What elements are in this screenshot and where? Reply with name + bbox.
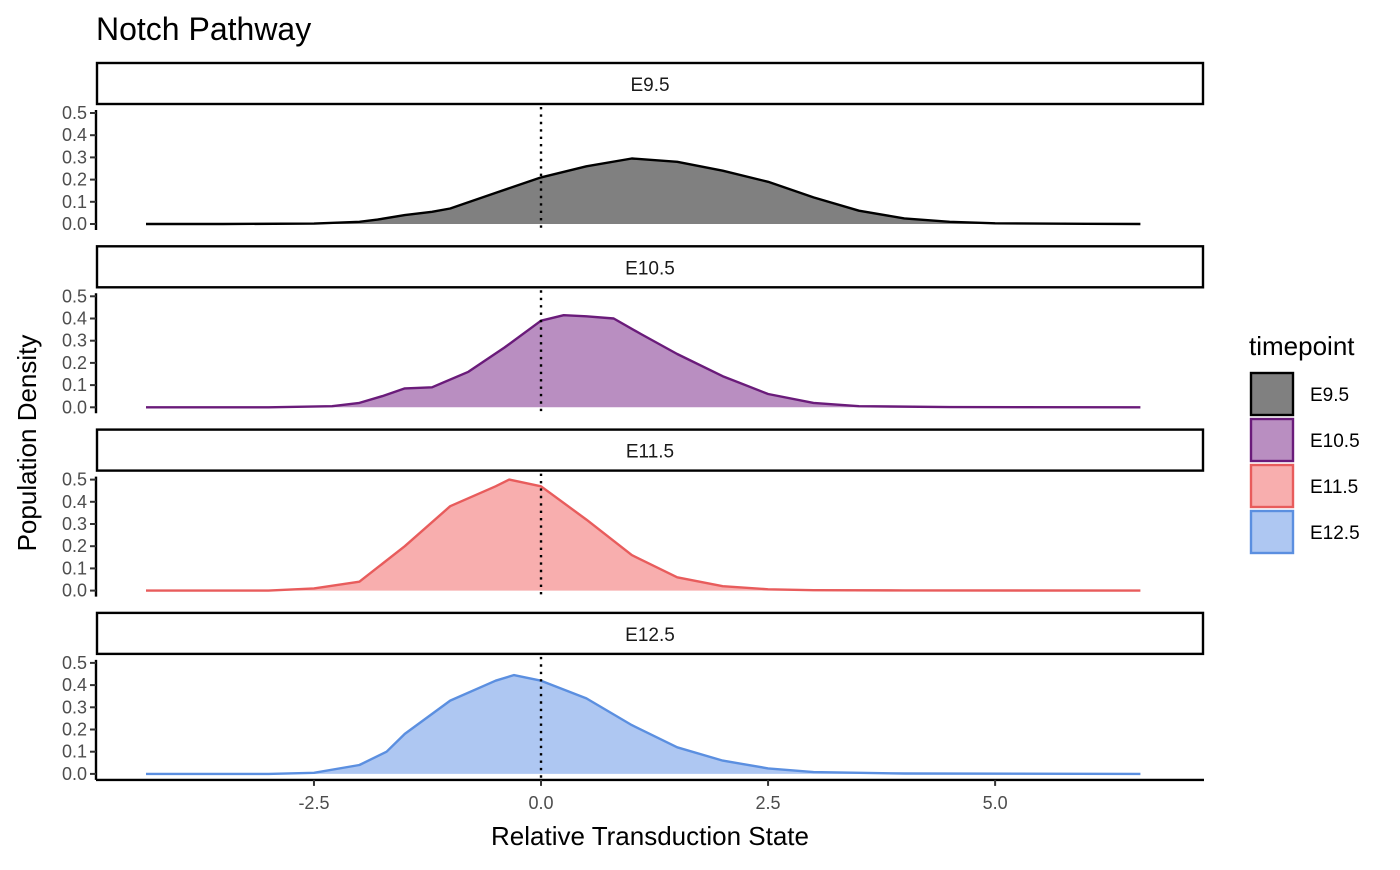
- x-axis-title: Relative Transduction State: [491, 821, 809, 851]
- facet-strip-label: E9.5: [630, 75, 669, 96]
- legend-label: E9.5: [1310, 385, 1349, 406]
- y-tick-label: 0.5: [62, 653, 87, 673]
- chart-title: Notch Pathway: [96, 11, 311, 47]
- y-tick-label: 0.4: [62, 675, 87, 695]
- density-line: [146, 673, 1141, 776]
- facet-panels: E9.50.00.10.20.30.40.5E10.50.00.10.20.30…: [62, 61, 1205, 784]
- facet-strip: [95, 428, 1205, 472]
- y-tick-label: 0.2: [62, 720, 87, 740]
- y-tick-label: 0.1: [62, 558, 87, 578]
- facet-strip: [95, 61, 1205, 106]
- facet-strip: [95, 245, 1205, 289]
- facet-panel: E10.5 0.00.10.20.30.4 0.5: [62, 245, 1205, 417]
- y-tick-label: 0.3: [62, 514, 87, 534]
- legend-key: [1249, 417, 1295, 463]
- y-tick-label: 0.2: [62, 536, 87, 556]
- y-tick-label: 0.0: [62, 581, 87, 601]
- legend-key: [1249, 371, 1295, 417]
- density-area: [146, 479, 1141, 591]
- facet-panel: E11.5 0.0 0.10.20.30.40.5: [62, 428, 1205, 601]
- y-tick-label: 0.5: [62, 103, 87, 123]
- facet-strip: [95, 611, 1205, 656]
- legend-label: E11.5: [1310, 477, 1358, 498]
- density-line: [146, 478, 1141, 592]
- y-tick-label: 0.0: [62, 214, 87, 234]
- y-tick-label: 0.0: [62, 764, 87, 784]
- legend-label: E12.5: [1310, 523, 1360, 544]
- y-tick-label: 0.3: [62, 147, 87, 167]
- y-tick-label: 0.4: [62, 309, 87, 329]
- facet-strip-label: E12.5: [625, 625, 675, 646]
- density-area: [146, 675, 1141, 774]
- y-tick-label: 0.2: [62, 353, 87, 373]
- y-tick-label: 0.5: [62, 470, 87, 490]
- y-tick-label: 0.1: [62, 742, 87, 762]
- facet-strip-label: E11.5: [626, 442, 674, 463]
- density-area: [146, 158, 1141, 224]
- y-tick-label: 0.3: [62, 331, 87, 351]
- facet-strip-label: E10.5: [625, 258, 675, 279]
- facet-panel: E9.5 0.00.10.2 0.30.40.5: [62, 61, 1205, 234]
- x-tick-label: 2.5: [756, 793, 781, 813]
- y-tick-label: 0.1: [62, 375, 87, 395]
- legend: timepoint E9.5 E10.5 E11.5 E12.5: [1249, 331, 1360, 555]
- x-tick-label: 5.0: [983, 793, 1008, 813]
- y-tick-label: 0.4: [62, 492, 87, 512]
- legend-key: [1249, 463, 1295, 509]
- x-tick-label: -2.5: [298, 793, 329, 813]
- legend-title: timepoint: [1249, 331, 1355, 361]
- y-axis-title: Population Density: [12, 335, 42, 552]
- density-line: [146, 314, 1141, 409]
- y-tick-label: 0.3: [62, 697, 87, 717]
- facet-panel: E12.5 0.00.10.2 0.30.40.5: [62, 611, 1205, 784]
- y-tick-label: 0.5: [62, 286, 87, 306]
- density-area: [146, 315, 1141, 408]
- y-tick-label: 0.4: [62, 125, 87, 145]
- y-tick-label: 0.1: [62, 192, 87, 212]
- x-tick-label: 0.0: [529, 793, 554, 813]
- legend-key: [1249, 509, 1295, 555]
- y-tick-label: 0.2: [62, 170, 87, 190]
- y-tick-label: 0.0: [62, 397, 87, 417]
- x-axis: -2.5 0.0 2.5 5.0: [96, 778, 1204, 813]
- legend-label: E10.5: [1310, 431, 1360, 452]
- density-line: [146, 157, 1141, 226]
